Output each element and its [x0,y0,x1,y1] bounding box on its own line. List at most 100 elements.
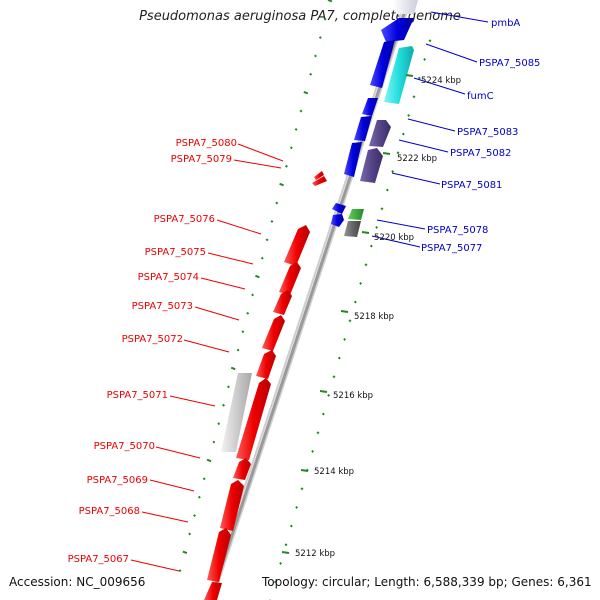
ruler-dot [182,550,188,555]
gene-PSPA7_5077[interactable] [344,221,361,237]
tick-label-5214: 5214 kbp [314,467,354,477]
ruler-tracks [178,0,432,600]
ruler-dot [337,356,341,360]
ruler-dot [343,337,347,341]
label-pmbA[interactable]: pmbA [491,18,520,29]
gene-5084[interactable] [362,98,378,116]
gene-PSPA7_5075[interactable] [279,262,301,295]
gene-PSPA7_5085[interactable] [370,40,395,88]
ruler-dot [316,431,320,435]
ruler-dot [265,238,269,242]
gene-PSPA7_5068[interactable] [220,480,244,531]
ruler-dot [284,543,288,547]
ruler-dot [236,348,240,352]
label-PSPA7_5081[interactable]: PSPA7_5081 [441,180,502,191]
label-PSPA7_5085[interactable]: PSPA7_5085 [479,58,540,69]
ruler-dot [323,17,327,21]
ruler-dot [279,182,284,187]
gene-PSPA7_5070[interactable] [236,378,271,460]
ruler-dot [412,95,416,99]
label-PSPA7_5072[interactable]: PSPA7_5072 [122,334,183,345]
tick-label-5218: 5218 kbp [354,312,394,322]
gene-PSPA7_5073[interactable] [262,315,285,351]
ruler-dot [230,366,236,371]
gene-fumC[interactable] [384,46,414,104]
gene-PSPA7_5078[interactable] [332,203,346,214]
ruler-dot [309,72,313,76]
label-PSPA7_5071[interactable]: PSPA7_5071 [107,390,168,401]
gene-minus-bottom[interactable] [204,582,222,600]
label-PSPA7_5067[interactable]: PSPA7_5067 [68,554,129,565]
ruler-dot [241,330,245,334]
gene-PSPA7_5076[interactable] [284,225,310,266]
gene-PSPA7_5079[interactable] [312,176,327,186]
gene-top-fade[interactable] [381,18,414,42]
ruler-dot [385,188,389,192]
ruler-dot [222,403,226,407]
label-PSPA7_5074[interactable]: PSPA7_5074 [138,272,199,283]
label-PSPA7_5078[interactable]: PSPA7_5078 [427,225,488,236]
ruler-dot [273,580,277,584]
gene-PSPA7_5069[interactable] [233,458,251,480]
gene-PSPA7_5074[interactable] [273,290,292,315]
ruler-dot [226,385,230,389]
tick-5216: 5216 kbp [319,390,373,401]
ruler-dot [212,440,216,444]
plus-strand-genes [331,0,418,237]
ruler-dot [314,54,317,58]
gene-pmbA[interactable] [393,0,418,14]
ruler-dot [332,375,336,379]
ruler-dot [391,169,395,173]
topology-text: Topology: circular; Length: 6,588,339 bp… [262,575,592,589]
gene-PSPA7_5071[interactable] [221,373,252,452]
ruler-dot [193,514,196,518]
tick-5214: 5214 kbp [300,467,354,477]
ruler-dot [380,207,384,211]
tick-label-5224: 5224 kbp [421,76,461,86]
ruler-dot [375,225,379,229]
ruler-dot [401,132,405,136]
label-PSPA7_5076[interactable]: PSPA7_5076 [154,214,215,225]
label-PSPA7_5077[interactable]: PSPA7_5077 [421,243,482,254]
genome-title: Pseudomonas aeruginosa PA7, complete gen… [139,9,461,24]
label-PSPA7_5082[interactable]: PSPA7_5082 [450,148,511,159]
left-labels: PSPA7_5080 PSPA7_5079 PSPA7_5076 PSPA7_5… [68,138,237,565]
gene-PSPA7_5081[interactable] [360,148,383,183]
ruler-dot [423,57,427,61]
gene-rna-5078[interactable] [348,209,364,220]
ruler-dot [303,90,309,95]
label-PSPA7_5073[interactable]: PSPA7_5073 [132,301,193,312]
gene-PSPA7_5067[interactable] [207,528,231,582]
ruler-dot [251,293,255,297]
label-PSPA7_5083[interactable]: PSPA7_5083 [457,127,518,138]
gene-PSPA7_5082[interactable] [369,120,391,147]
gene-PSPA7_5080[interactable] [314,171,324,180]
gene-5082b[interactable] [344,142,362,177]
kbp-ticks: 5212 kbp 5214 kbp 5216 kbp 5218 kbp 5220… [281,74,461,559]
label-fumC[interactable]: fumC [467,91,494,102]
label-PSPA7_5069[interactable]: PSPA7_5069 [87,475,148,486]
gene-PSPA7_5072[interactable] [256,350,276,379]
ruler-dot [396,151,400,155]
ruler-dot [202,477,206,481]
right-labels: pmbA PSPA7_5085 fumC PSPA7_5083 PSPA7_50… [421,18,540,254]
minus-strand-genes [204,171,327,600]
ruler-dot [428,39,432,43]
gene-PSPA7_5083[interactable] [354,116,372,141]
label-PSPA7_5068[interactable]: PSPA7_5068 [79,506,140,517]
label-PSPA7_5075[interactable]: PSPA7_5075 [145,247,206,258]
ruler-dot [321,412,325,416]
tick-5212: 5212 kbp [281,549,335,559]
ruler-dot [348,319,352,323]
tick-label-5220: 5220 kbp [374,233,414,243]
label-PSPA7_5079[interactable]: PSPA7_5079 [171,154,232,165]
ruler-dot [407,113,411,117]
gene-5078b[interactable] [331,214,344,227]
ruler-dot [188,532,192,536]
ruler-dot [197,495,201,499]
label-PSPA7_5080[interactable]: PSPA7_5080 [176,138,237,149]
tick-label-5216: 5216 kbp [333,391,373,401]
ruler-dot [246,311,250,315]
label-PSPA7_5070[interactable]: PSPA7_5070 [94,441,155,452]
